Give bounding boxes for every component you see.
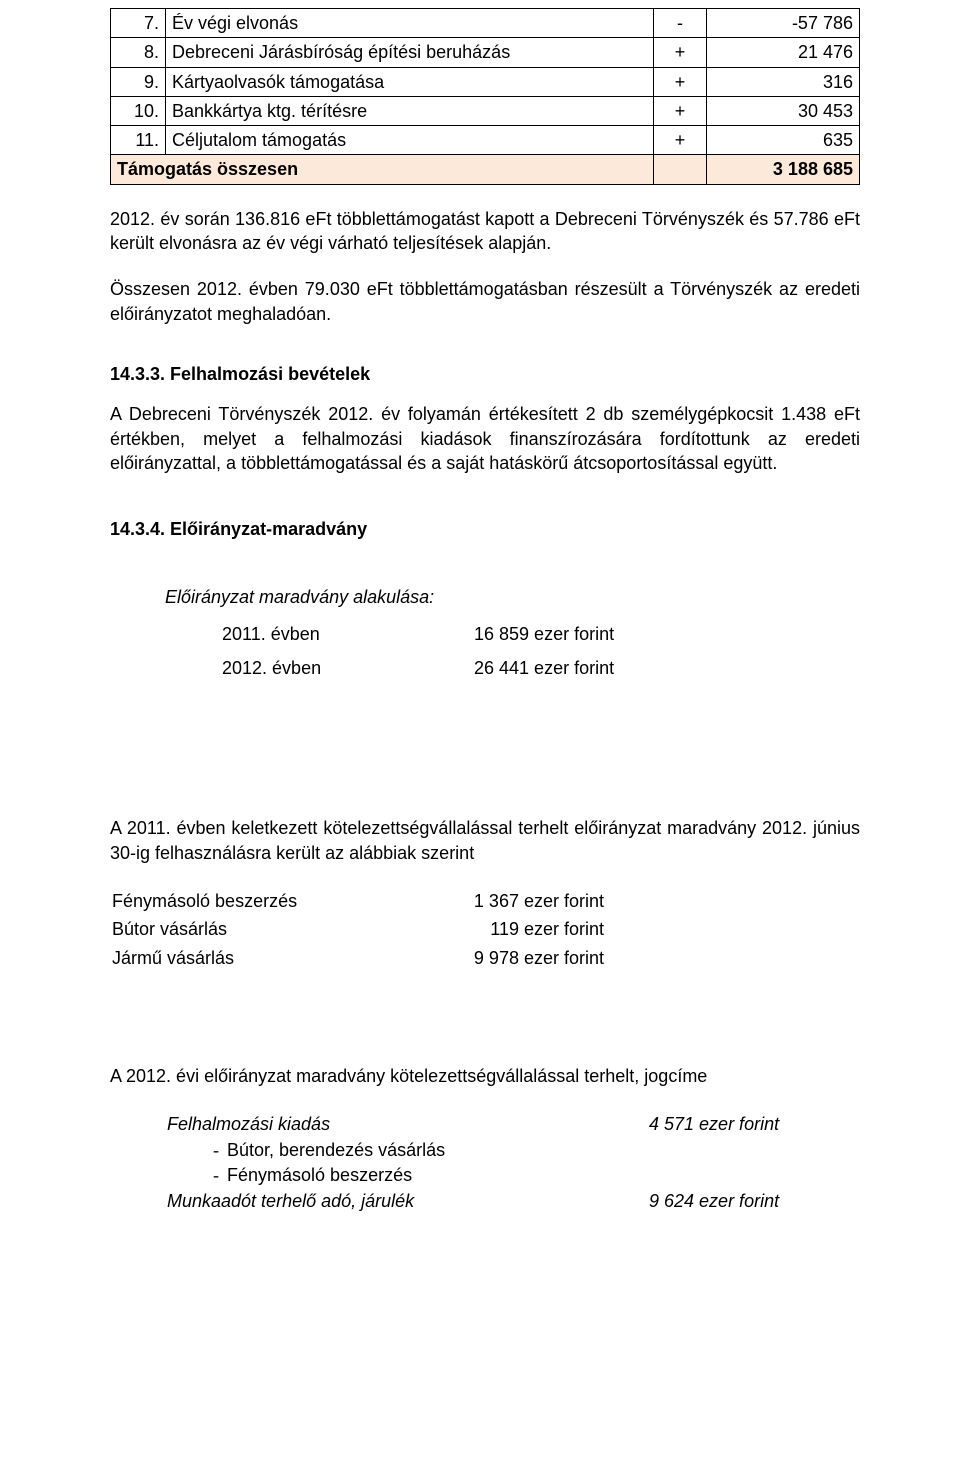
table-total-row: Támogatás összesen 3 188 685 xyxy=(111,155,860,184)
row-description: Céljutalom támogatás xyxy=(166,126,654,155)
item-value: 119 ezer forint xyxy=(424,917,604,943)
table-row: Bútor vásárlás119 ezer forint xyxy=(112,917,604,943)
row-number: 8. xyxy=(111,38,166,67)
support-table: 7.Év végi elvonás--57 7868.Debreceni Jár… xyxy=(110,8,860,185)
row-description: Év végi elvonás xyxy=(166,9,654,38)
jogcim-table: Felhalmozási kiadás 4 571 ezer forint xyxy=(165,1110,781,1138)
page: 7.Év végi elvonás--57 7868.Debreceni Jár… xyxy=(0,0,960,1255)
year-label: 2011. évben xyxy=(222,618,472,650)
table-row: Fénymásoló beszerzés1 367 ezer forint xyxy=(112,889,604,915)
row-sign: + xyxy=(654,96,707,125)
table-row: 9.Kártyaolvasók támogatása+316 xyxy=(111,67,860,96)
row-description: Bankkártya ktg. térítésre xyxy=(166,96,654,125)
list-item-label: Fénymásoló beszerzés xyxy=(227,1163,412,1187)
item-label: Bútor vásárlás xyxy=(112,917,422,943)
table-row: 2012. évben26 441 ezer forint xyxy=(222,652,614,684)
row-number: 11. xyxy=(111,126,166,155)
total-label: Támogatás összesen xyxy=(111,155,654,184)
row-value: -57 786 xyxy=(707,9,860,38)
row-value: 635 xyxy=(707,126,860,155)
row-description: Kártyaolvasók támogatása xyxy=(166,67,654,96)
year-value: 26 441 ezer forint xyxy=(474,652,614,684)
paragraph: A Debreceni Törvényszék 2012. év folyamá… xyxy=(110,402,860,475)
section-heading: 14.3.4. Előirányzat-maradvány xyxy=(110,517,860,541)
table-row: 8.Debreceni Járásbíróság építési beruház… xyxy=(111,38,860,67)
paragraph: A 2012. évi előirányzat maradvány kötele… xyxy=(110,1064,860,1088)
row-number: 10. xyxy=(111,96,166,125)
row-sign: + xyxy=(654,126,707,155)
row-number: 9. xyxy=(111,67,166,96)
row-number: 7. xyxy=(111,9,166,38)
item-value: 1 367 ezer forint xyxy=(424,889,604,915)
row-sign: + xyxy=(654,67,707,96)
row-value: 9 624 ezer forint xyxy=(649,1189,779,1213)
expense-items-table: Fénymásoló beszerzés1 367 ezer forintBút… xyxy=(110,887,606,974)
row-sign xyxy=(654,155,707,184)
list-item: -Bútor, berendezés vásárlás xyxy=(165,1138,860,1162)
bullet-dash-icon: - xyxy=(205,1138,227,1162)
total-value: 3 188 685 xyxy=(707,155,860,184)
row-sign: - xyxy=(654,9,707,38)
table-row: Jármű vásárlás9 978 ezer forint xyxy=(112,946,604,972)
row-value: 4 571 ezer forint xyxy=(649,1112,779,1136)
item-label: Fénymásoló beszerzés xyxy=(112,889,422,915)
row-value: 30 453 xyxy=(707,96,860,125)
paragraph: 2012. év során 136.816 eFt többlettámoga… xyxy=(110,207,860,256)
jogcim-table: Munkaadót terhelő adó, járulék 9 624 eze… xyxy=(165,1187,781,1215)
row-label: Munkaadót terhelő adó, járulék xyxy=(167,1189,647,1213)
year-table: 2011. évben16 859 ezer forint2012. évben… xyxy=(220,616,616,687)
table-row: 2011. évben16 859 ezer forint xyxy=(222,618,614,650)
paragraph: A 2011. évben keletkezett kötelezettségv… xyxy=(110,816,860,865)
row-value: 21 476 xyxy=(707,38,860,67)
subsection-title: Előirányzat maradvány alakulása: xyxy=(165,585,860,609)
row-sign: + xyxy=(654,38,707,67)
list-item: -Fénymásoló beszerzés xyxy=(165,1163,860,1187)
table-row: 11.Céljutalom támogatás+635 xyxy=(111,126,860,155)
year-label: 2012. évben xyxy=(222,652,472,684)
table-row: Munkaadót terhelő adó, járulék 9 624 eze… xyxy=(167,1189,779,1213)
section-heading: 14.3.3. Felhalmozási bevételek xyxy=(110,362,860,386)
row-description: Debreceni Járásbíróság építési beruházás xyxy=(166,38,654,67)
paragraph: Összesen 2012. évben 79.030 eFt többlett… xyxy=(110,277,860,326)
list-item-label: Bútor, berendezés vásárlás xyxy=(227,1138,445,1162)
row-value: 316 xyxy=(707,67,860,96)
item-value: 9 978 ezer forint xyxy=(424,946,604,972)
table-row: 7.Év végi elvonás--57 786 xyxy=(111,9,860,38)
item-label: Jármű vásárlás xyxy=(112,946,422,972)
year-value: 16 859 ezer forint xyxy=(474,618,614,650)
row-label: Felhalmozási kiadás xyxy=(167,1112,647,1136)
table-row: 10.Bankkártya ktg. térítésre+30 453 xyxy=(111,96,860,125)
bullet-dash-icon: - xyxy=(205,1163,227,1187)
table-row: Felhalmozási kiadás 4 571 ezer forint xyxy=(167,1112,779,1136)
